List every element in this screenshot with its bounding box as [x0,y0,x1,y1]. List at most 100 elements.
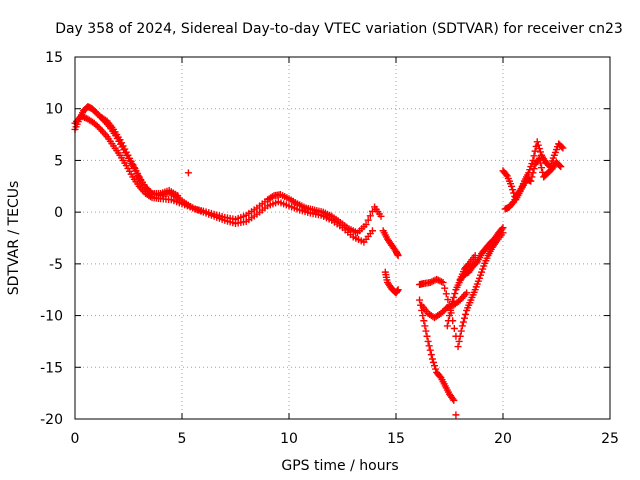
y-tick-label: 5 [54,153,63,169]
data-point [557,163,565,171]
data-point [534,141,542,149]
data-marks [71,103,567,419]
data-point [502,171,510,179]
data-point [471,252,479,260]
data-point [455,297,463,305]
data-point [366,212,374,220]
data-point [432,365,440,373]
plot-frame [74,56,611,420]
data-point [134,170,142,178]
data-point [499,229,507,237]
data-point [394,252,402,260]
data-point [440,306,448,314]
data-point [444,317,452,325]
data-point [420,317,428,325]
data-point [479,265,487,273]
data-point [431,362,439,370]
data-point [130,164,138,172]
x-tick-label: 5 [178,431,187,447]
series-track-i [452,411,460,419]
data-point [530,152,538,160]
data-point [450,325,458,332]
data-point [132,167,140,175]
y-tick-label: -15 [40,360,63,376]
data-point [451,290,459,298]
data-point [535,145,543,153]
data-point [424,337,432,345]
data-point [368,227,376,235]
data-point [417,301,425,309]
data-point [463,289,471,297]
data-point [538,164,546,172]
data-point [441,284,449,292]
data-point [452,411,460,419]
data-point [429,277,437,285]
data-point [449,395,457,403]
data-point [418,306,426,314]
series-track-d [379,227,402,260]
data-point [77,112,85,120]
data-point [90,119,98,127]
data-point [116,136,124,144]
data-point [536,159,544,167]
series-track-a [71,103,385,237]
data-point [531,147,539,155]
data-point [79,113,87,121]
data-point [442,290,450,298]
axis-ticks: 0 5 10 15 20 25 -20 -15 -10 -5 0 5 10 15 [40,50,619,447]
y-tick-label: -20 [40,412,63,428]
data-point [81,114,89,122]
data-point [455,337,463,345]
data-point [364,216,372,224]
data-point [122,148,130,156]
data-point [426,346,434,354]
data-point [434,276,442,284]
data-point [509,186,517,194]
data-point [536,148,544,156]
data-point [92,121,100,129]
data-point [142,183,150,191]
data-point [529,169,537,177]
data-point [423,332,431,340]
data-point [416,296,424,304]
data-point [121,145,129,153]
grid-lines [75,57,610,419]
data-point [126,154,134,162]
y-tick-label: -5 [49,257,63,273]
data-point [477,271,485,279]
data-point [184,169,192,177]
data-point [145,186,153,194]
data-point [462,310,470,318]
data-point [422,327,430,335]
data-point [437,278,445,286]
data-point [426,278,434,286]
data-point [146,188,154,196]
data-point [533,138,541,146]
series-track-n [501,154,565,213]
series-track-c [97,113,182,200]
x-axis-label: GPS time / hours [281,458,398,474]
data-point [449,297,457,305]
data-point [428,355,436,363]
data-point [535,154,543,162]
data-point [439,278,447,286]
data-point [444,296,452,304]
data-point [92,109,100,117]
data-point [454,343,462,351]
data-point [143,185,151,193]
data-point [446,312,453,320]
data-point [428,278,436,286]
data-point [419,312,427,320]
data-point [101,116,109,124]
y-tick-label: -10 [40,309,63,325]
data-point [492,239,500,247]
data-point [448,301,456,309]
data-point [429,358,437,366]
y-tick-label: 15 [45,50,63,66]
data-point [559,144,567,152]
data-point [129,161,137,169]
data-point [436,277,444,285]
data-point [456,332,464,340]
data-point [437,310,445,318]
